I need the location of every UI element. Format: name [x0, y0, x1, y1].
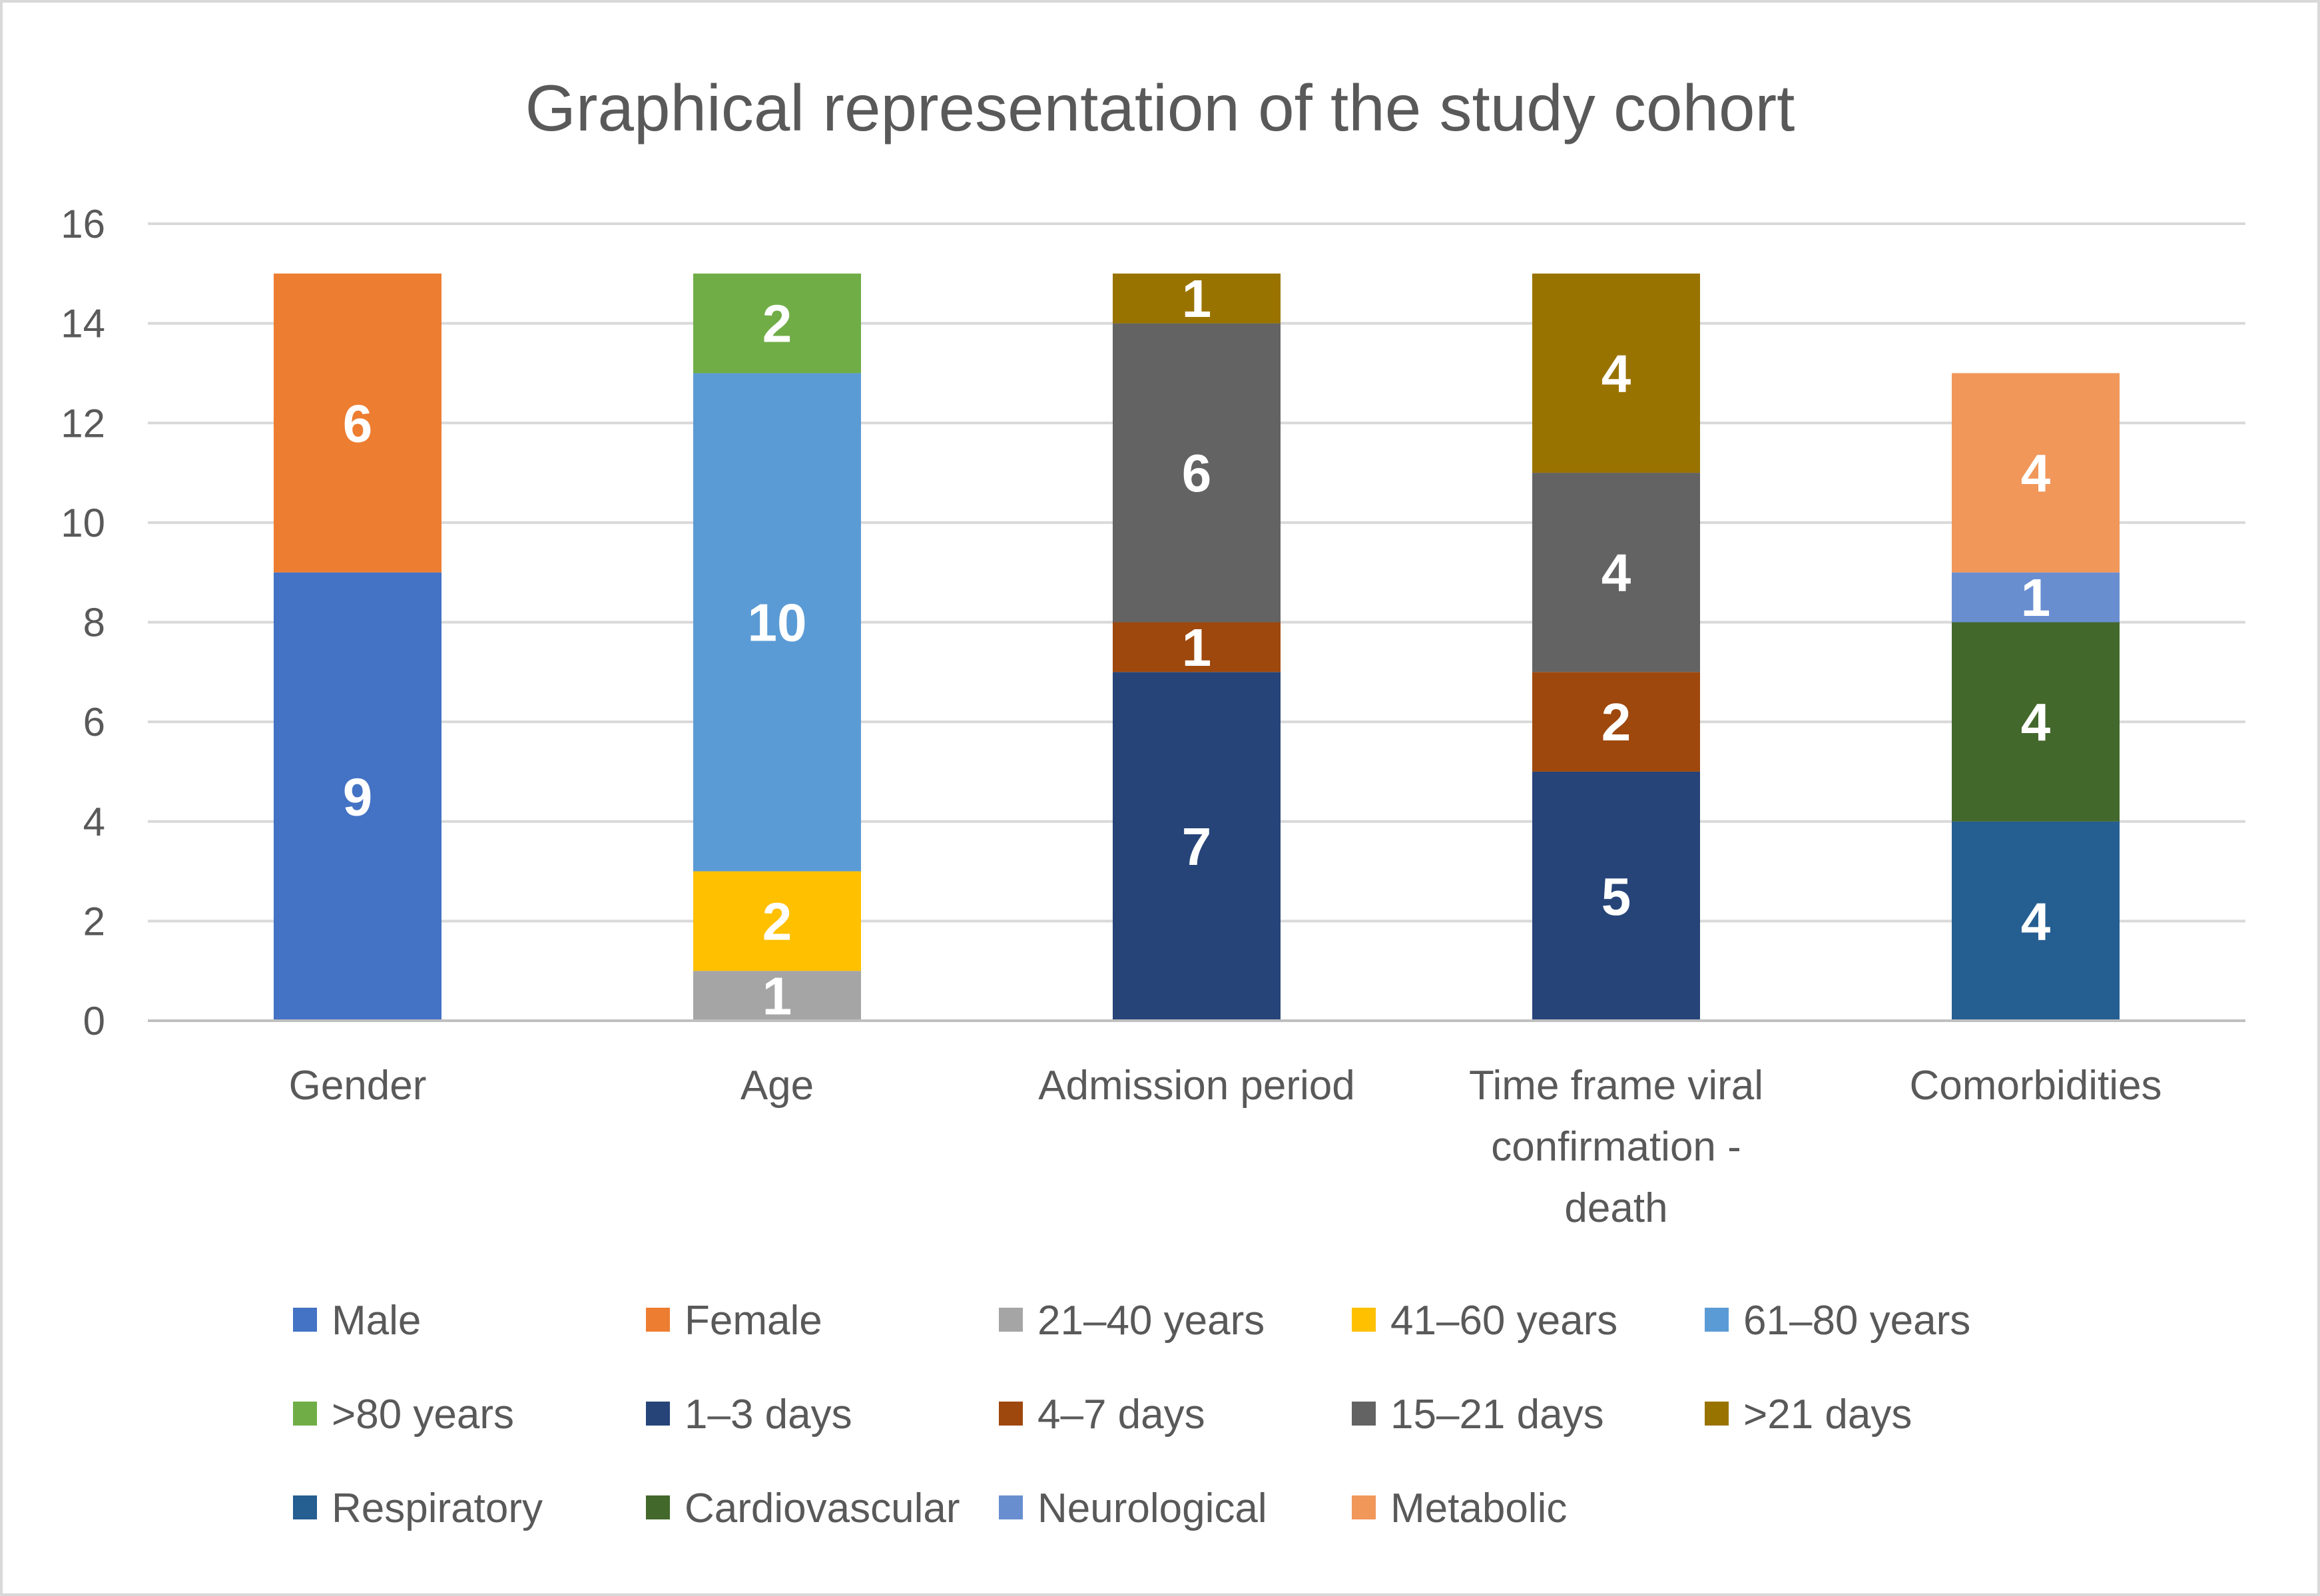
y-tick-label: 10 [61, 501, 105, 545]
bar-segment [1532, 672, 1700, 772]
bar-segment [1113, 323, 1281, 623]
data-label: 4 [1601, 344, 1631, 403]
legend-label: Metabolic [1390, 1485, 1567, 1531]
legend-label: Neurological [1037, 1485, 1267, 1531]
legend-label: 21–40 years [1037, 1298, 1265, 1344]
data-label: 9 [343, 767, 373, 826]
data-label: 7 [1182, 817, 1212, 876]
bar-segment [693, 273, 861, 374]
category-label: Comorbidities [1909, 1063, 2162, 1109]
data-label: 6 [343, 394, 373, 453]
data-label: 1 [1182, 269, 1212, 328]
legend-label: 4–7 days [1037, 1392, 1205, 1438]
data-label: 2 [1601, 692, 1631, 752]
bars: 9 6 1 2 10 2 7 1 6 1 5 2 4 4 4 4 1 4 [274, 269, 2120, 1026]
y-tick-label: 0 [83, 999, 105, 1043]
category-label: confirmation - [1491, 1124, 1741, 1170]
data-label: 4 [2021, 692, 2051, 752]
bar-segment [274, 572, 441, 1021]
legend-label: >80 years [332, 1392, 514, 1438]
legend-label: 15–21 days [1390, 1392, 1604, 1438]
legend-swatch [293, 1402, 317, 1426]
legend-label: 41–60 years [1390, 1298, 1617, 1344]
data-label: 10 [748, 593, 807, 653]
legend-swatch [999, 1402, 1023, 1426]
legend-swatch [293, 1308, 317, 1332]
legend-label: 1–3 days [685, 1392, 852, 1438]
data-label: 6 [1182, 443, 1212, 503]
bar-segment [1113, 622, 1281, 672]
chart-title: Graphical representation of the study co… [525, 71, 1795, 144]
legend-label: Male [332, 1298, 421, 1344]
category-label: Time frame viral [1469, 1063, 1763, 1109]
category-label: death [1564, 1185, 1667, 1231]
y-axis: 0 2 4 6 8 10 12 14 16 [61, 202, 105, 1043]
legend-swatch [646, 1402, 670, 1426]
legend-label: 61–80 years [1743, 1298, 1970, 1344]
legend-swatch [1352, 1495, 1376, 1519]
legend-swatch [1352, 1308, 1376, 1332]
y-tick-label: 16 [61, 202, 105, 246]
legend-swatch [1352, 1402, 1376, 1426]
bar-segment [1952, 622, 2120, 822]
bar-segment [1532, 771, 1700, 1021]
legend-swatch [1705, 1308, 1729, 1332]
bar-segment [693, 871, 861, 971]
data-label: 2 [762, 892, 792, 951]
bar-segment [693, 971, 861, 1021]
legend-label: Female [685, 1298, 822, 1344]
data-label: 5 [1601, 867, 1631, 926]
y-tick-label: 4 [83, 800, 105, 844]
legend-swatch [999, 1495, 1023, 1519]
legend-swatch [646, 1308, 670, 1332]
y-tick-label: 6 [83, 700, 105, 744]
data-label: 4 [1601, 543, 1631, 603]
bar-segment [1952, 821, 2120, 1021]
legend-swatch [1705, 1402, 1729, 1426]
legend: Male Female 21–40 years 41–60 years 61–80 ye… [293, 1298, 1970, 1531]
y-tick-label: 12 [61, 401, 105, 445]
category-label: Admission period [1038, 1063, 1355, 1109]
legend-swatch [999, 1308, 1023, 1332]
bar-segment [1113, 273, 1281, 324]
data-label: 1 [762, 967, 792, 1026]
y-tick-label: 8 [83, 601, 105, 645]
bar-segment [1113, 672, 1281, 1021]
legend-label: Respiratory [332, 1485, 543, 1531]
bar-segment [1532, 273, 1700, 473]
category-label: Gender [289, 1063, 427, 1109]
legend-label: Cardiovascular [685, 1485, 960, 1531]
data-label: 4 [2021, 443, 2051, 503]
bar-segment [1952, 373, 2120, 573]
legend-swatch [646, 1495, 670, 1519]
bar-segment [274, 273, 441, 573]
data-label: 1 [2021, 568, 2051, 627]
x-axis: Gender Age Admission period Time frame vira… [148, 1019, 2245, 1231]
legend-label: >21 days [1743, 1392, 1912, 1438]
data-label: 2 [762, 294, 792, 354]
bar-segment [1532, 473, 1700, 672]
data-label: 1 [1182, 618, 1212, 677]
legend-swatch [293, 1495, 317, 1519]
bar-segment [1952, 572, 2120, 623]
y-tick-label: 2 [83, 899, 105, 943]
y-tick-label: 14 [61, 302, 105, 346]
bar-segment [693, 373, 861, 872]
data-label: 4 [2021, 892, 2051, 951]
category-label: Age [740, 1063, 814, 1109]
